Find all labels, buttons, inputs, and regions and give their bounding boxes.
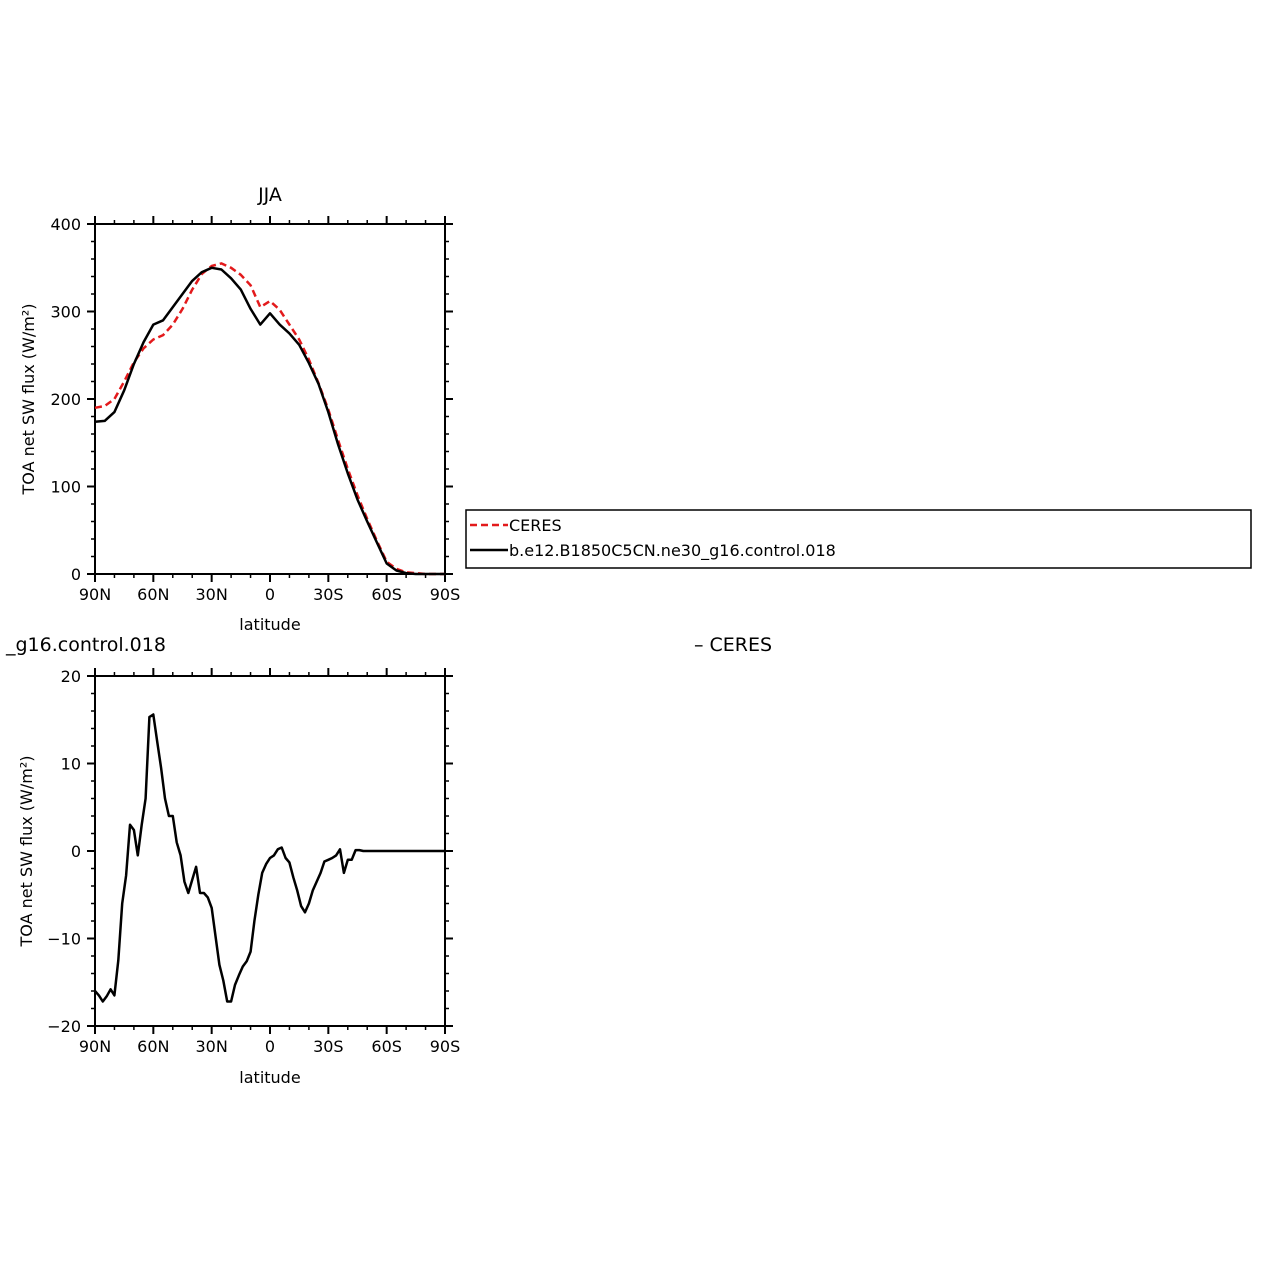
top-x-tick-label: 90S — [430, 585, 461, 604]
bottom-x-tick-label: 30N — [196, 1037, 228, 1056]
bottom-x-tick-label: 60N — [137, 1037, 169, 1056]
top-y-tick-labels: 0 100 200 300 400 — [50, 215, 81, 584]
legend-box — [465, 509, 1252, 569]
top-chart-title: JJA — [257, 184, 282, 206]
top-x-tick-label: 90N — [79, 585, 111, 604]
top-y-axis-label: TOA net SW flux (W/m²) — [19, 304, 38, 496]
bottom-series-group — [94, 713, 445, 1003]
bottom-x-tick-label: 90S — [430, 1037, 461, 1056]
top-y-tick-label: 400 — [50, 215, 81, 234]
bottom-y-tick-label: 10 — [61, 755, 81, 774]
bottom-x-tick-label: 90N — [79, 1037, 111, 1056]
top-y-tick-label: 200 — [50, 390, 81, 409]
bottom-chart-title-right: – CERES — [694, 634, 772, 656]
bottom-series-line-model — [94, 713, 445, 1003]
top-axis-ticks — [87, 216, 453, 582]
top-panel: JJA 90N 60N 30N 0 30S 60S 90S 0 100 200 300 400 la… — [19, 184, 460, 634]
bottom-panel: _g16.control.018 – CERES 90N 60N 30N 0 30S 60… — [5, 634, 772, 1087]
top-x-tick-label: 60S — [371, 585, 402, 604]
top-series-line-model — [94, 266, 445, 576]
top-series-group — [94, 262, 445, 576]
bottom-x-tick-label: 30S — [313, 1037, 344, 1056]
bottom-y-axis-label: TOA net SW flux (W/m²) — [17, 756, 36, 948]
top-x-tick-label: 30S — [313, 585, 344, 604]
top-x-tick-label: 60N — [137, 585, 169, 604]
top-y-tick-label: 100 — [50, 478, 81, 497]
bottom-x-tick-label: 60S — [371, 1037, 402, 1056]
top-x-tick-label: 0 — [265, 585, 275, 604]
bottom-x-axis-label: latitude — [239, 1068, 300, 1087]
legend-label-ceres: CERES — [509, 516, 562, 535]
bottom-y-tick-labels: −20 −10 0 10 20 — [47, 667, 81, 1036]
legend: CERES b.e12.B1850C5CN.ne30_g16.control.0… — [465, 509, 1252, 569]
top-x-tick-label: 30N — [196, 585, 228, 604]
bottom-y-tick-label: −20 — [47, 1017, 81, 1036]
bottom-y-tick-label: −10 — [47, 930, 81, 949]
bottom-axis-ticks — [87, 668, 453, 1034]
top-x-tick-labels: 90N 60N 30N 0 30S 60S 90S — [79, 585, 460, 604]
top-series-line-ceres — [94, 262, 445, 576]
top-plot-frame — [94, 223, 446, 575]
legend-label-model: b.e12.B1850C5CN.ne30_g16.control.018 — [509, 541, 836, 561]
bottom-chart-title: _g16.control.018 — [5, 634, 166, 656]
bottom-x-tick-labels: 90N 60N 30N 0 30S 60S 90S — [79, 1037, 460, 1056]
top-x-axis-label: latitude — [239, 615, 300, 634]
top-y-tick-label: 300 — [50, 303, 81, 322]
bottom-x-tick-label: 0 — [265, 1037, 275, 1056]
bottom-y-tick-label: 0 — [71, 842, 81, 861]
top-y-tick-label: 0 — [71, 565, 81, 584]
bottom-y-tick-label: 20 — [61, 667, 81, 686]
